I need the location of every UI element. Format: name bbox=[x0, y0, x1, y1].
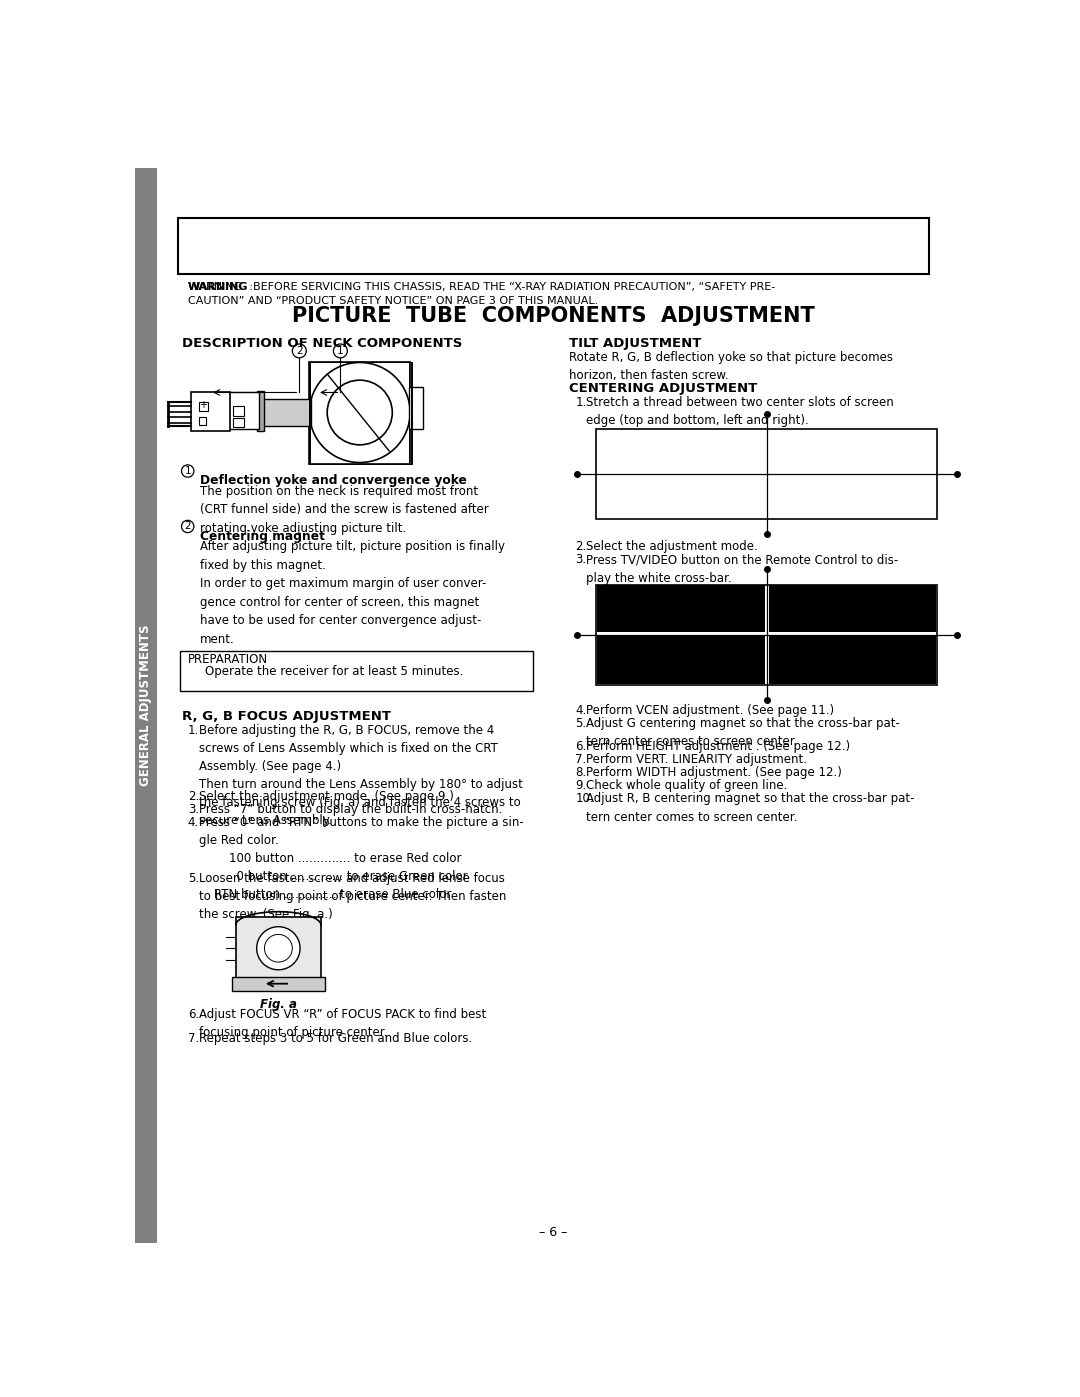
Bar bbox=[596, 429, 937, 518]
Bar bbox=[597, 585, 765, 633]
Text: Operate the receiver for at least 5 minutes.: Operate the receiver for at least 5 minu… bbox=[205, 665, 463, 678]
Bar bbox=[199, 418, 206, 425]
Bar bbox=[191, 393, 230, 432]
Bar bbox=[199, 402, 207, 411]
Text: +: + bbox=[199, 400, 207, 409]
Circle shape bbox=[334, 344, 348, 358]
Circle shape bbox=[181, 465, 194, 478]
Text: TILT ADJUSTMENT: TILT ADJUSTMENT bbox=[569, 337, 701, 351]
Text: 1.: 1. bbox=[576, 395, 586, 408]
Circle shape bbox=[181, 520, 194, 532]
Text: Before adjusting the R, G, B FOCUS, remove the 4
screws of Lens Assembly which i: Before adjusting the R, G, B FOCUS, remo… bbox=[199, 725, 523, 827]
Bar bbox=[769, 585, 936, 633]
Text: 1: 1 bbox=[185, 467, 191, 476]
Circle shape bbox=[257, 926, 300, 970]
Text: GENERAL ADJUSTMENTS: GENERAL ADJUSTMENTS bbox=[139, 624, 152, 787]
Text: – 6 –: – 6 – bbox=[539, 1227, 568, 1239]
Text: DESCRIPTION OF NECK COMPONENTS: DESCRIPTION OF NECK COMPONENTS bbox=[181, 337, 462, 351]
Text: 2: 2 bbox=[185, 521, 191, 531]
Text: 2.: 2. bbox=[576, 541, 586, 553]
Text: Repeat steps 3 to 5 for Green and Blue colors.: Repeat steps 3 to 5 for Green and Blue c… bbox=[199, 1032, 472, 1045]
Text: 7.: 7. bbox=[576, 753, 586, 767]
Text: 5.: 5. bbox=[188, 872, 199, 884]
Text: 1.: 1. bbox=[188, 725, 199, 738]
Text: R, G, B FOCUS ADJUSTMENT: R, G, B FOCUS ADJUSTMENT bbox=[181, 711, 391, 724]
Text: WARNING: WARNING bbox=[188, 282, 248, 292]
Bar bbox=[232, 407, 243, 415]
Text: 9.: 9. bbox=[576, 780, 586, 792]
Bar bbox=[309, 362, 410, 464]
Text: 5.: 5. bbox=[576, 717, 586, 729]
Text: Press “7” button to display the built-in cross-hatch.: Press “7” button to display the built-in… bbox=[199, 803, 502, 816]
Text: PICTURE  TUBE  COMPONENTS  ADJUSTMENT: PICTURE TUBE COMPONENTS ADJUSTMENT bbox=[292, 306, 815, 327]
Text: Press “0” and “RTN” buttons to make the picture a sin-
gle Red color.
        10: Press “0” and “RTN” buttons to make the … bbox=[199, 816, 524, 901]
Text: 1: 1 bbox=[337, 346, 343, 356]
Text: Adjust R, B centering magnet so that the cross-bar pat-
tern center comes to scr: Adjust R, B centering magnet so that the… bbox=[586, 792, 915, 824]
Bar bbox=[180, 651, 532, 692]
Text: 7.: 7. bbox=[188, 1032, 199, 1045]
Text: 6.: 6. bbox=[188, 1009, 199, 1021]
Text: Perform VERT. LINEARITY adjustment.: Perform VERT. LINEARITY adjustment. bbox=[586, 753, 807, 767]
Text: Deflection yoke and convergence yoke: Deflection yoke and convergence yoke bbox=[200, 474, 467, 488]
Bar bbox=[135, 168, 157, 1243]
Text: Select the adjustment mode.: Select the adjustment mode. bbox=[586, 541, 758, 553]
Text: 4.: 4. bbox=[188, 816, 199, 830]
Text: Select the adjustment mode. (See page 9.): Select the adjustment mode. (See page 9.… bbox=[199, 791, 454, 803]
Text: 10.: 10. bbox=[576, 792, 594, 805]
Text: 2.: 2. bbox=[188, 791, 199, 803]
Text: 2: 2 bbox=[296, 346, 302, 356]
Text: Perform WIDTH adjustment. (See page 12.): Perform WIDTH adjustment. (See page 12.) bbox=[586, 766, 842, 780]
Bar bbox=[262, 400, 311, 426]
Text: 4.: 4. bbox=[576, 704, 586, 717]
Bar bbox=[232, 418, 243, 427]
Text: After adjusting picture tilt, picture position is finally
fixed by this magnet.
: After adjusting picture tilt, picture po… bbox=[200, 541, 505, 645]
Circle shape bbox=[293, 344, 307, 358]
Text: 6.: 6. bbox=[576, 740, 586, 753]
Text: Adjust FOCUS VR “R” of FOCUS PACK to find best
focusing point of picture center.: Adjust FOCUS VR “R” of FOCUS PACK to fin… bbox=[199, 1009, 486, 1039]
Bar bbox=[235, 918, 321, 979]
Bar bbox=[409, 387, 423, 429]
Bar bbox=[232, 977, 325, 990]
Text: Check whole quality of green line.: Check whole quality of green line. bbox=[586, 780, 787, 792]
Text: The position on the neck is required most front
(CRT funnel side) and the screw : The position on the neck is required mos… bbox=[200, 485, 489, 535]
Bar bbox=[596, 584, 937, 685]
Text: Centering magnet: Centering magnet bbox=[200, 529, 325, 542]
Bar bbox=[228, 393, 259, 429]
Bar bbox=[597, 636, 765, 685]
Text: 3.: 3. bbox=[188, 803, 199, 816]
Text: Loosen the fasten screw and adjust Red lense focus
to best focusing point of pic: Loosen the fasten screw and adjust Red l… bbox=[199, 872, 505, 921]
Text: Fig. a: Fig. a bbox=[260, 999, 297, 1011]
Text: Perform HEIGHT adjustment . (See page 12.): Perform HEIGHT adjustment . (See page 12… bbox=[586, 740, 850, 753]
Text: Adjust G centering magnet so that the cross-bar pat-
tern center comes to screen: Adjust G centering magnet so that the cr… bbox=[586, 717, 900, 749]
Text: 8.: 8. bbox=[576, 766, 586, 780]
Text: 3.: 3. bbox=[576, 553, 586, 566]
Text: WARNING  :BEFORE SERVICING THIS CHASSIS, READ THE “X-RAY RADIATION PRECAUTION”, : WARNING :BEFORE SERVICING THIS CHASSIS, … bbox=[188, 282, 775, 306]
Text: Perform VCEN adjustment. (See page 11.): Perform VCEN adjustment. (See page 11.) bbox=[586, 704, 834, 717]
Text: Rotate R, G, B deflection yoke so that picture becomes
horizon, then fasten scre: Rotate R, G, B deflection yoke so that p… bbox=[569, 351, 893, 383]
Bar bbox=[177, 218, 930, 274]
Bar bbox=[769, 636, 936, 685]
Text: Stretch a thread between two center slots of screen
edge (top and bottom, left a: Stretch a thread between two center slot… bbox=[586, 395, 894, 427]
Text: PREPARATION: PREPARATION bbox=[188, 652, 268, 666]
Text: Press TV/VIDEO button on the Remote Control to dis-
play the white cross-bar.: Press TV/VIDEO button on the Remote Cont… bbox=[586, 553, 899, 585]
Text: CENTERING ADJUSTMENT: CENTERING ADJUSTMENT bbox=[569, 381, 757, 395]
Bar bbox=[257, 391, 265, 432]
